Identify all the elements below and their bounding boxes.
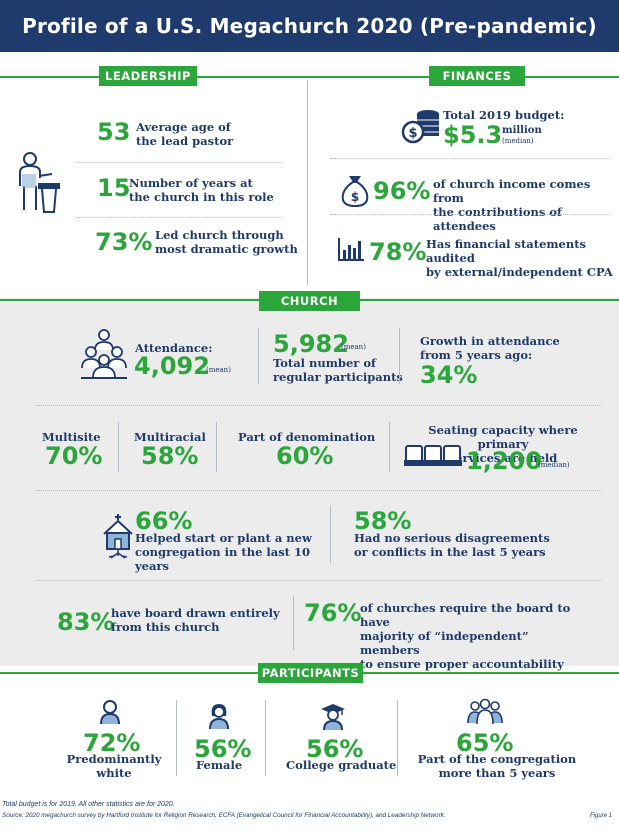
section-divider <box>0 76 619 78</box>
person-icon <box>99 699 121 725</box>
income-stat: 96% <box>373 177 431 205</box>
leadership-label: LEADERSHIP <box>99 66 197 86</box>
congregation-icon <box>79 328 129 380</box>
multisite-label: Multisite <box>42 430 101 444</box>
attendance-value: 4,092 <box>134 352 210 380</box>
column-divider <box>265 700 266 776</box>
divider <box>36 405 602 406</box>
finances-label: FINANCES <box>429 66 525 86</box>
denomination-label: Part of denomination <box>238 430 376 444</box>
page-title: Profile of a U.S. Megachurch 2020 (Pre-p… <box>0 0 619 52</box>
divider <box>330 158 610 159</box>
seating-text: Seating capacity where primary services … <box>428 423 578 465</box>
participants-label: PARTICIPANTS <box>258 663 363 683</box>
participant-female-value: 56% <box>194 735 252 763</box>
divider <box>330 214 610 215</box>
income-text: of church income comes from the contribu… <box>433 177 591 233</box>
column-divider <box>399 328 400 384</box>
participant-college-value: 56% <box>306 735 364 763</box>
denomination-value: 60% <box>276 442 334 470</box>
theater-seats-icon <box>404 444 462 468</box>
svg-text:$: $ <box>351 190 359 204</box>
plant-value: 66% <box>135 507 193 535</box>
participant-tenure-value: 65% <box>456 729 514 757</box>
plant-text: Helped start or plant a new congregation… <box>135 531 312 573</box>
budget-note: (median) <box>502 137 534 145</box>
column-divider <box>330 505 331 563</box>
board-text: have board drawn entirely from this chur… <box>111 606 280 634</box>
budget-label: Total 2019 budget: <box>443 108 565 122</box>
pastor-podium-icon <box>14 150 64 214</box>
participants-note: (mean) <box>341 343 366 351</box>
budget-value: $5.3 <box>443 121 503 149</box>
divider <box>36 490 602 491</box>
divider <box>77 162 282 163</box>
column-divider <box>307 80 308 285</box>
growth-text: Growth in attendance from 5 years ago: <box>420 334 560 362</box>
column-divider <box>176 700 177 776</box>
budget-unit: million <box>502 125 542 136</box>
column-divider <box>216 422 217 472</box>
column-divider <box>258 328 259 384</box>
multiracial-label: Multiracial <box>134 430 206 444</box>
coins-icon: $ <box>401 108 441 144</box>
female-icon <box>207 702 231 730</box>
column-divider <box>118 422 119 472</box>
bar-chart-icon <box>337 236 365 262</box>
indep-value: 76% <box>304 599 362 627</box>
attendance-note: (mean) <box>206 366 231 374</box>
participant-white-text: Predominantly white <box>66 752 162 780</box>
footnote-source: Source: 2020 megachurch survey by Hartfo… <box>2 812 446 819</box>
church-building-icon <box>101 512 135 560</box>
svg-text:$: $ <box>408 126 417 141</box>
participants-value: 5,982 <box>273 330 349 358</box>
graduate-icon <box>320 703 346 731</box>
column-divider <box>389 422 390 472</box>
conflict-text: Had no serious disagreements or conflict… <box>354 531 550 559</box>
multiracial-value: 58% <box>141 442 199 470</box>
seating-note: (median) <box>538 461 570 469</box>
column-divider <box>397 700 398 776</box>
audit-stat: 78% <box>369 238 427 266</box>
board-value: 83% <box>57 608 115 636</box>
attendance-label: Attendance: <box>135 341 213 355</box>
seating-value: 1,200 <box>466 447 542 475</box>
conflict-value: 58% <box>354 507 412 535</box>
audit-text: Has financial statements audited by exte… <box>426 237 613 279</box>
footnote-budget: Total budget is for 2019. All other stat… <box>2 801 175 808</box>
participant-college-text: College graduate <box>286 758 397 772</box>
money-bag-icon: $ <box>339 172 371 208</box>
figure-label: Figure 1 <box>590 813 613 819</box>
participants-text: Total number of regular participants <box>273 356 403 384</box>
group-icon <box>467 697 503 725</box>
multisite-value: 70% <box>45 442 103 470</box>
participant-female-text: Female <box>196 758 243 772</box>
church-label: CHURCH <box>259 291 360 311</box>
divider <box>77 217 282 218</box>
divider <box>36 580 602 581</box>
growth-value: 34% <box>420 361 478 389</box>
participant-tenure-text: Part of the congregation more than 5 yea… <box>417 752 577 780</box>
column-divider <box>293 596 294 650</box>
participant-white-value: 72% <box>83 729 141 757</box>
indep-text: of churches require the board to have ma… <box>360 601 571 671</box>
